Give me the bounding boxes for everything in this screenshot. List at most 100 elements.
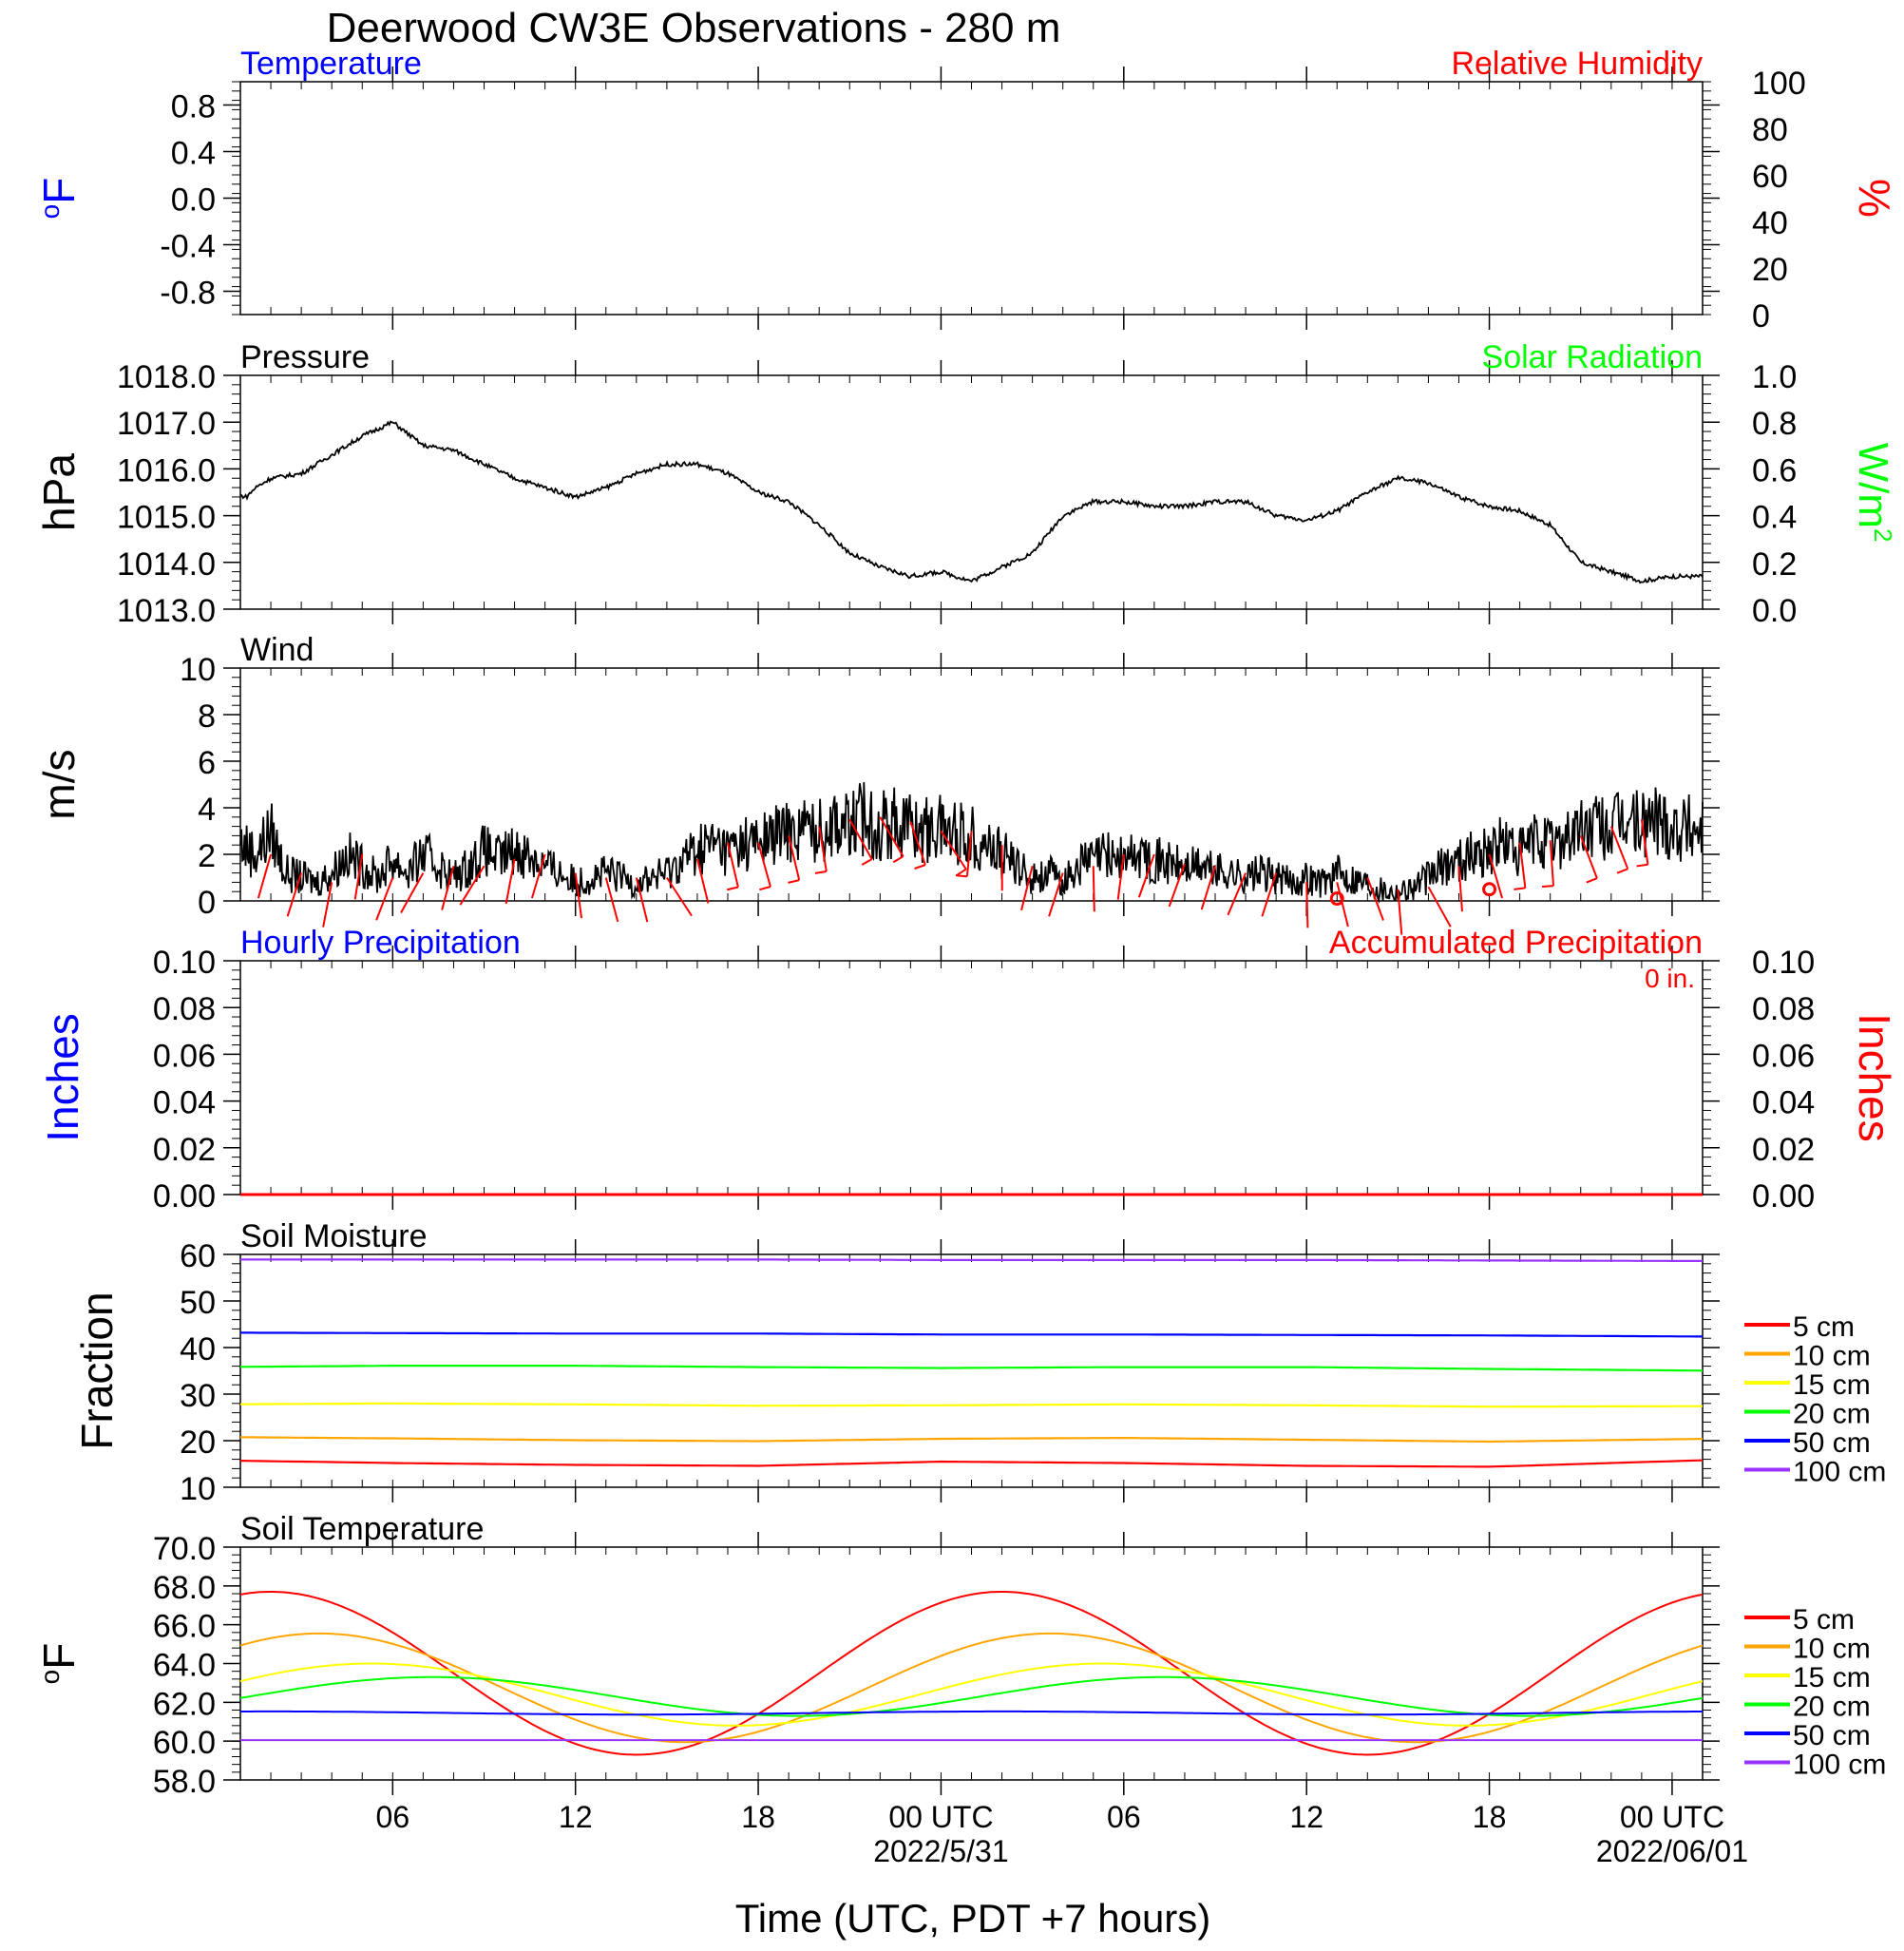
panel-temperature: 0.8 0.4 0.0 -0.4 -0.8 100 80 60 40 20 0 Temperature… [34, 46, 1899, 335]
wind-barb [727, 842, 739, 888]
wind-barb [1579, 835, 1598, 879]
legend-label: 20 cm [1793, 1692, 1871, 1723]
y-tick-label: 62.0 [153, 1686, 216, 1722]
chart-title: Deerwood CW3E Observations - 280 m [327, 5, 1061, 51]
panel-title: Pressure [240, 339, 370, 375]
y-tick-label: 1013.0 [117, 593, 216, 629]
y-axis-label: m/s [34, 749, 84, 819]
y-tick-label: 30 [180, 1378, 216, 1414]
legend-label: 5 cm [1793, 1311, 1855, 1343]
y2-axis-label: Inches [1850, 1013, 1899, 1142]
y2-axis-label: % [1850, 179, 1899, 218]
y2-tick-label: 100 [1752, 66, 1806, 102]
panel-right-title: Solar Radiation [1482, 339, 1703, 375]
soil-temperature-line [239, 1675, 1704, 1717]
y2-tick-label: 0.10 [1752, 945, 1815, 981]
y-tick-label: 4 [198, 792, 216, 828]
wind-barb [1048, 872, 1064, 917]
x-tick-label: 00 UTC [888, 1800, 993, 1834]
panel-title: Wind [240, 632, 314, 668]
plot-frame [239, 1253, 1704, 1488]
wind-barb [1092, 866, 1095, 912]
wind-barb [574, 872, 583, 919]
accumulated-total: 0 in. [1645, 964, 1695, 993]
plot-frame [239, 81, 1704, 316]
wind-barb-flag [814, 870, 828, 874]
y-tick-label: 70.0 [153, 1531, 216, 1567]
wind-barb [1020, 866, 1034, 911]
y2-tick-label: 0 [1752, 298, 1770, 335]
wind-barb [1488, 853, 1504, 899]
wind-barb-flag [892, 855, 904, 864]
y-tick-label: 10 [180, 1471, 216, 1507]
y-tick-label: 64.0 [153, 1648, 216, 1684]
wind-barb [1227, 872, 1247, 916]
y-tick-label: 8 [198, 698, 216, 735]
panel-pressure: 1018.0 1017.0 1016.0 1015.0 1014.0 1013.0 1.0 0… [34, 339, 1897, 629]
wind-barb [1366, 877, 1384, 921]
y2-tick-label: 0.00 [1752, 1178, 1815, 1215]
y-tick-label: 0.4 [171, 136, 216, 172]
y2-tick-label: 0.2 [1752, 546, 1797, 583]
wind-barb [505, 858, 516, 905]
wind-barb [1549, 840, 1555, 887]
panel-right-title: Accumulated Precipitation [1329, 925, 1703, 961]
legend-label: 10 cm [1793, 1634, 1871, 1665]
y-tick-label: 1018.0 [117, 359, 216, 395]
y-axis-label: Fraction [72, 1291, 122, 1449]
x-date-label: 2022/06/01 [1596, 1834, 1748, 1868]
wind-barb [1518, 842, 1527, 889]
y-tick-label: 60 [180, 1238, 216, 1274]
panel-soil_temperature: 70.068.066.064.062.060.058.0 Soil Tempera… [34, 1511, 1886, 1868]
soil-moisture-line [240, 1258, 1703, 1263]
y2-tick-label: 0.08 [1752, 991, 1815, 1027]
y2-axis-label: W/m2 [1850, 443, 1897, 543]
panel-wind: 10 8 6 4 2 0 Wind m/s [34, 632, 1720, 935]
y-tick-label: 1016.0 [117, 452, 216, 488]
y-tick-label: 58.0 [153, 1764, 216, 1800]
y-tick-label: 0.8 [171, 89, 216, 125]
y-tick-label: 20 [180, 1425, 216, 1461]
wind-barb [459, 865, 486, 906]
y2-tick-label: 1.0 [1752, 359, 1797, 395]
panel-soil_moisture: 60 50 40 30 20 10 Soil Moisture Fraction 5 cm10 … [72, 1218, 1886, 1507]
panel-right-title: Relative Humidity [1451, 46, 1703, 82]
pressure-series-line [240, 420, 1704, 584]
wind-barb [1116, 853, 1125, 900]
legend-label: 15 cm [1793, 1369, 1871, 1401]
wind-barb [879, 816, 904, 857]
wind-barb [848, 818, 873, 860]
wind-series-line [239, 782, 1704, 905]
y2-tick-label: 80 [1752, 112, 1788, 148]
y-tick-label: 2 [198, 838, 216, 874]
y-tick-label: 1017.0 [117, 406, 216, 442]
y-tick-label: 0.02 [153, 1132, 216, 1168]
y-tick-label: 0 [198, 885, 216, 921]
y-tick-label: 0.0 [171, 182, 216, 219]
legend-label: 50 cm [1793, 1427, 1871, 1459]
wind-barb-flag [1616, 868, 1628, 874]
x-tick-label: 12 [1289, 1800, 1323, 1834]
soil-moisture-line [239, 1459, 1704, 1468]
soil-moisture-line [239, 1436, 1704, 1444]
wind-barb [1305, 882, 1309, 928]
soil-temperature-line [239, 1662, 1704, 1727]
y-tick-label: 0.06 [153, 1038, 216, 1074]
wind-barb [286, 872, 303, 917]
plot-frame [239, 374, 1704, 610]
panel-precipitation: 0.10 0.08 0.06 0.04 0.02 0.00 0.10 0.08 0.06 0.04… [38, 925, 1899, 1215]
wind-barb [635, 877, 649, 923]
soil-moisture-line [240, 1402, 1703, 1408]
panels: 0.80.40.0-0.4-0.8100806040200Temperature… [34, 46, 1899, 1868]
y2-tick-label: 40 [1752, 205, 1788, 241]
plot-frame [239, 960, 1704, 1195]
legend-label: 10 cm [1793, 1341, 1871, 1372]
wind-barb [604, 877, 619, 923]
wind-barb-flag [788, 879, 800, 884]
wind-barb [1609, 826, 1629, 870]
soil-moisture-line [240, 1331, 1703, 1338]
panel-title: Temperature [240, 46, 422, 82]
y-axis-label: oF [34, 1643, 84, 1685]
